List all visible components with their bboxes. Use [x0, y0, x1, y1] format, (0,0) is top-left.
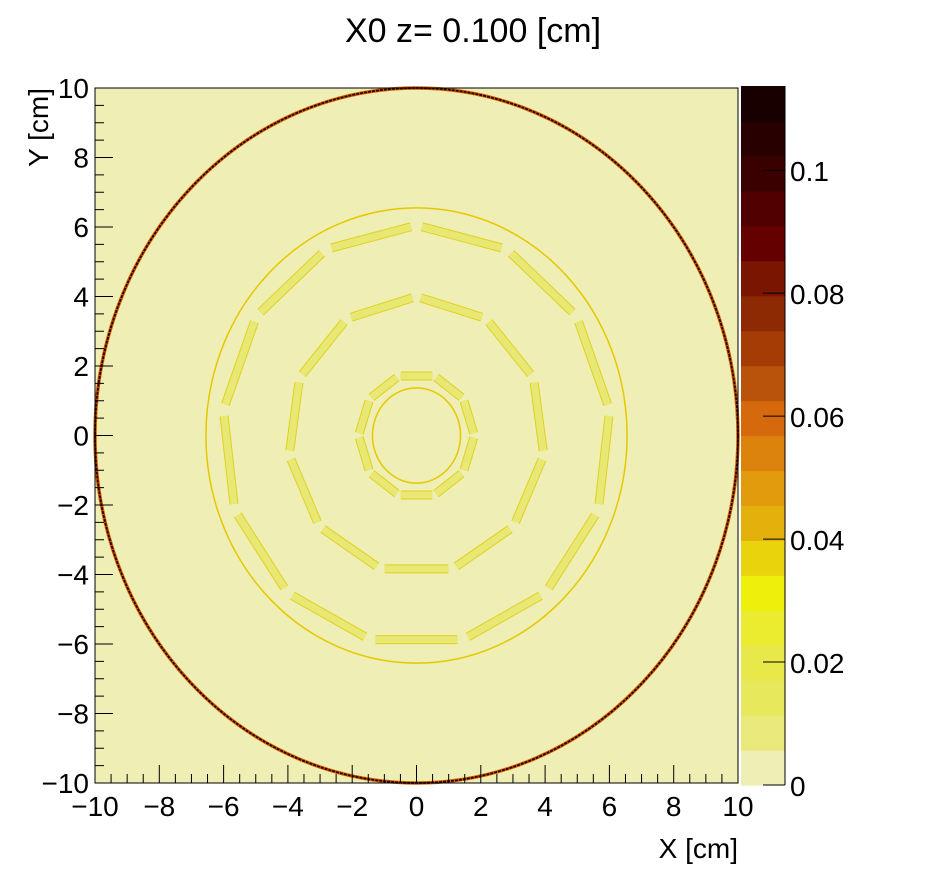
color-level: [741, 540, 785, 576]
y-tick-label: −2: [57, 490, 89, 521]
x-tick-label: −6: [208, 791, 240, 822]
x-tick-label: 0: [409, 791, 425, 822]
color-level: [741, 470, 785, 506]
detector-stave: [286, 381, 303, 452]
y-tick-label: −6: [57, 629, 89, 660]
y-tick-label: −4: [57, 560, 89, 591]
color-level: [741, 715, 785, 751]
detector-stave: [299, 319, 347, 377]
detector-stave: [454, 526, 513, 570]
colorbar-tick-label: 0.1: [790, 156, 829, 187]
detector-stave: [466, 592, 543, 640]
detector-stave: [290, 592, 367, 640]
detector-stave: [369, 470, 400, 497]
detector-stave: [486, 319, 534, 377]
color-palette-bar: 0 0.02 0.04 0.06 0.08 0.1: [741, 86, 845, 802]
detector-stave: [350, 294, 414, 321]
x-tick-label: −2: [336, 791, 368, 822]
detector-stave: [220, 415, 238, 505]
color-level: [741, 435, 785, 472]
detector-stave: [258, 250, 325, 315]
detector-stave: [330, 223, 412, 252]
color-level: [741, 610, 785, 646]
color-level: [741, 330, 785, 367]
color-level: [741, 365, 785, 402]
material-ring-circle: [205, 207, 628, 664]
color-level: [741, 400, 785, 437]
color-level: [741, 505, 785, 541]
detector-stave: [433, 470, 464, 497]
detector-stave: [287, 458, 321, 524]
y-tick-label: 0: [73, 421, 89, 452]
color-level: [741, 750, 785, 786]
x-tick-label: 2: [473, 791, 489, 822]
heatmap-background: [95, 88, 738, 783]
color-level: [741, 190, 785, 227]
color-level: [741, 645, 785, 681]
x-tick-label: 6: [602, 791, 618, 822]
colorbar-tick-label: 0.04: [790, 525, 845, 556]
colorbar-tick-label: 0.08: [790, 279, 845, 310]
detector-stave: [530, 381, 547, 452]
color-level: [741, 260, 785, 297]
color-level: [741, 86, 785, 122]
detector-stave: [234, 513, 288, 590]
y-tick-label: 4: [73, 282, 89, 313]
y-tick-label: −8: [57, 699, 89, 730]
x-tick-label: 10: [722, 791, 753, 822]
x-axis-label: X [cm]: [659, 833, 738, 864]
color-level: [741, 680, 785, 716]
detector-stave: [369, 374, 400, 401]
plot-area: [93, 86, 740, 785]
y-tick-label: 6: [73, 212, 89, 243]
detector-stave: [419, 294, 483, 321]
colorbar-tick-label: 0: [790, 771, 806, 802]
detector-stave: [575, 320, 611, 406]
x-tick-label: 8: [666, 791, 682, 822]
y-axis-label: Y [cm]: [23, 88, 54, 167]
detector-stave: [508, 250, 575, 315]
colorbar-tick-label: 0.02: [790, 648, 845, 679]
color-level: [741, 120, 785, 157]
y-tick-label: 2: [73, 351, 89, 382]
x-tick-label: −4: [272, 791, 304, 822]
detector-stave: [460, 436, 478, 472]
x-tick-label: 4: [537, 791, 553, 822]
detector-stave: [545, 513, 599, 590]
chart-title: X0 z= 0.100 [cm]: [345, 12, 601, 50]
axes: −10−10 −8 −8 −6 −6 −4 −4 −2 −2 0 0 2 2 4 4 6 6 8 8 10 10: [42, 73, 754, 822]
color-level: [741, 225, 785, 262]
detector-stave: [460, 399, 478, 435]
detector-stave: [421, 223, 503, 252]
detector-stave: [433, 374, 464, 401]
y-tick-label: 10: [58, 73, 89, 104]
detector-stave: [355, 399, 373, 435]
colorbar-tick-label: 0.06: [790, 402, 845, 433]
detector-stave: [355, 436, 373, 472]
y-tick-label: −10: [42, 768, 90, 799]
detector-stave: [320, 526, 379, 570]
x-tick-label: −8: [143, 791, 175, 822]
y-tick-label: 8: [73, 143, 89, 174]
detector-stave: [595, 415, 613, 505]
color-level: [741, 295, 785, 332]
color-level: [741, 575, 785, 611]
detector-stave: [512, 458, 546, 524]
x-tick-label: −10: [71, 791, 119, 822]
detector-stave: [222, 320, 258, 406]
color-level: [741, 155, 785, 192]
material-ring-circle: [371, 387, 462, 484]
